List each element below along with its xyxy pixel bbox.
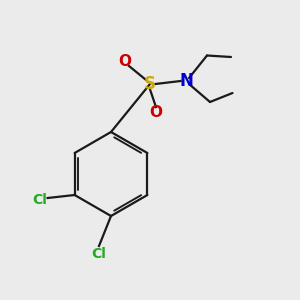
Text: N: N — [179, 72, 193, 90]
Text: O: O — [118, 54, 131, 69]
Text: Cl: Cl — [92, 247, 106, 260]
Text: O: O — [149, 105, 163, 120]
Text: Cl: Cl — [33, 193, 48, 206]
Text: S: S — [144, 75, 156, 93]
